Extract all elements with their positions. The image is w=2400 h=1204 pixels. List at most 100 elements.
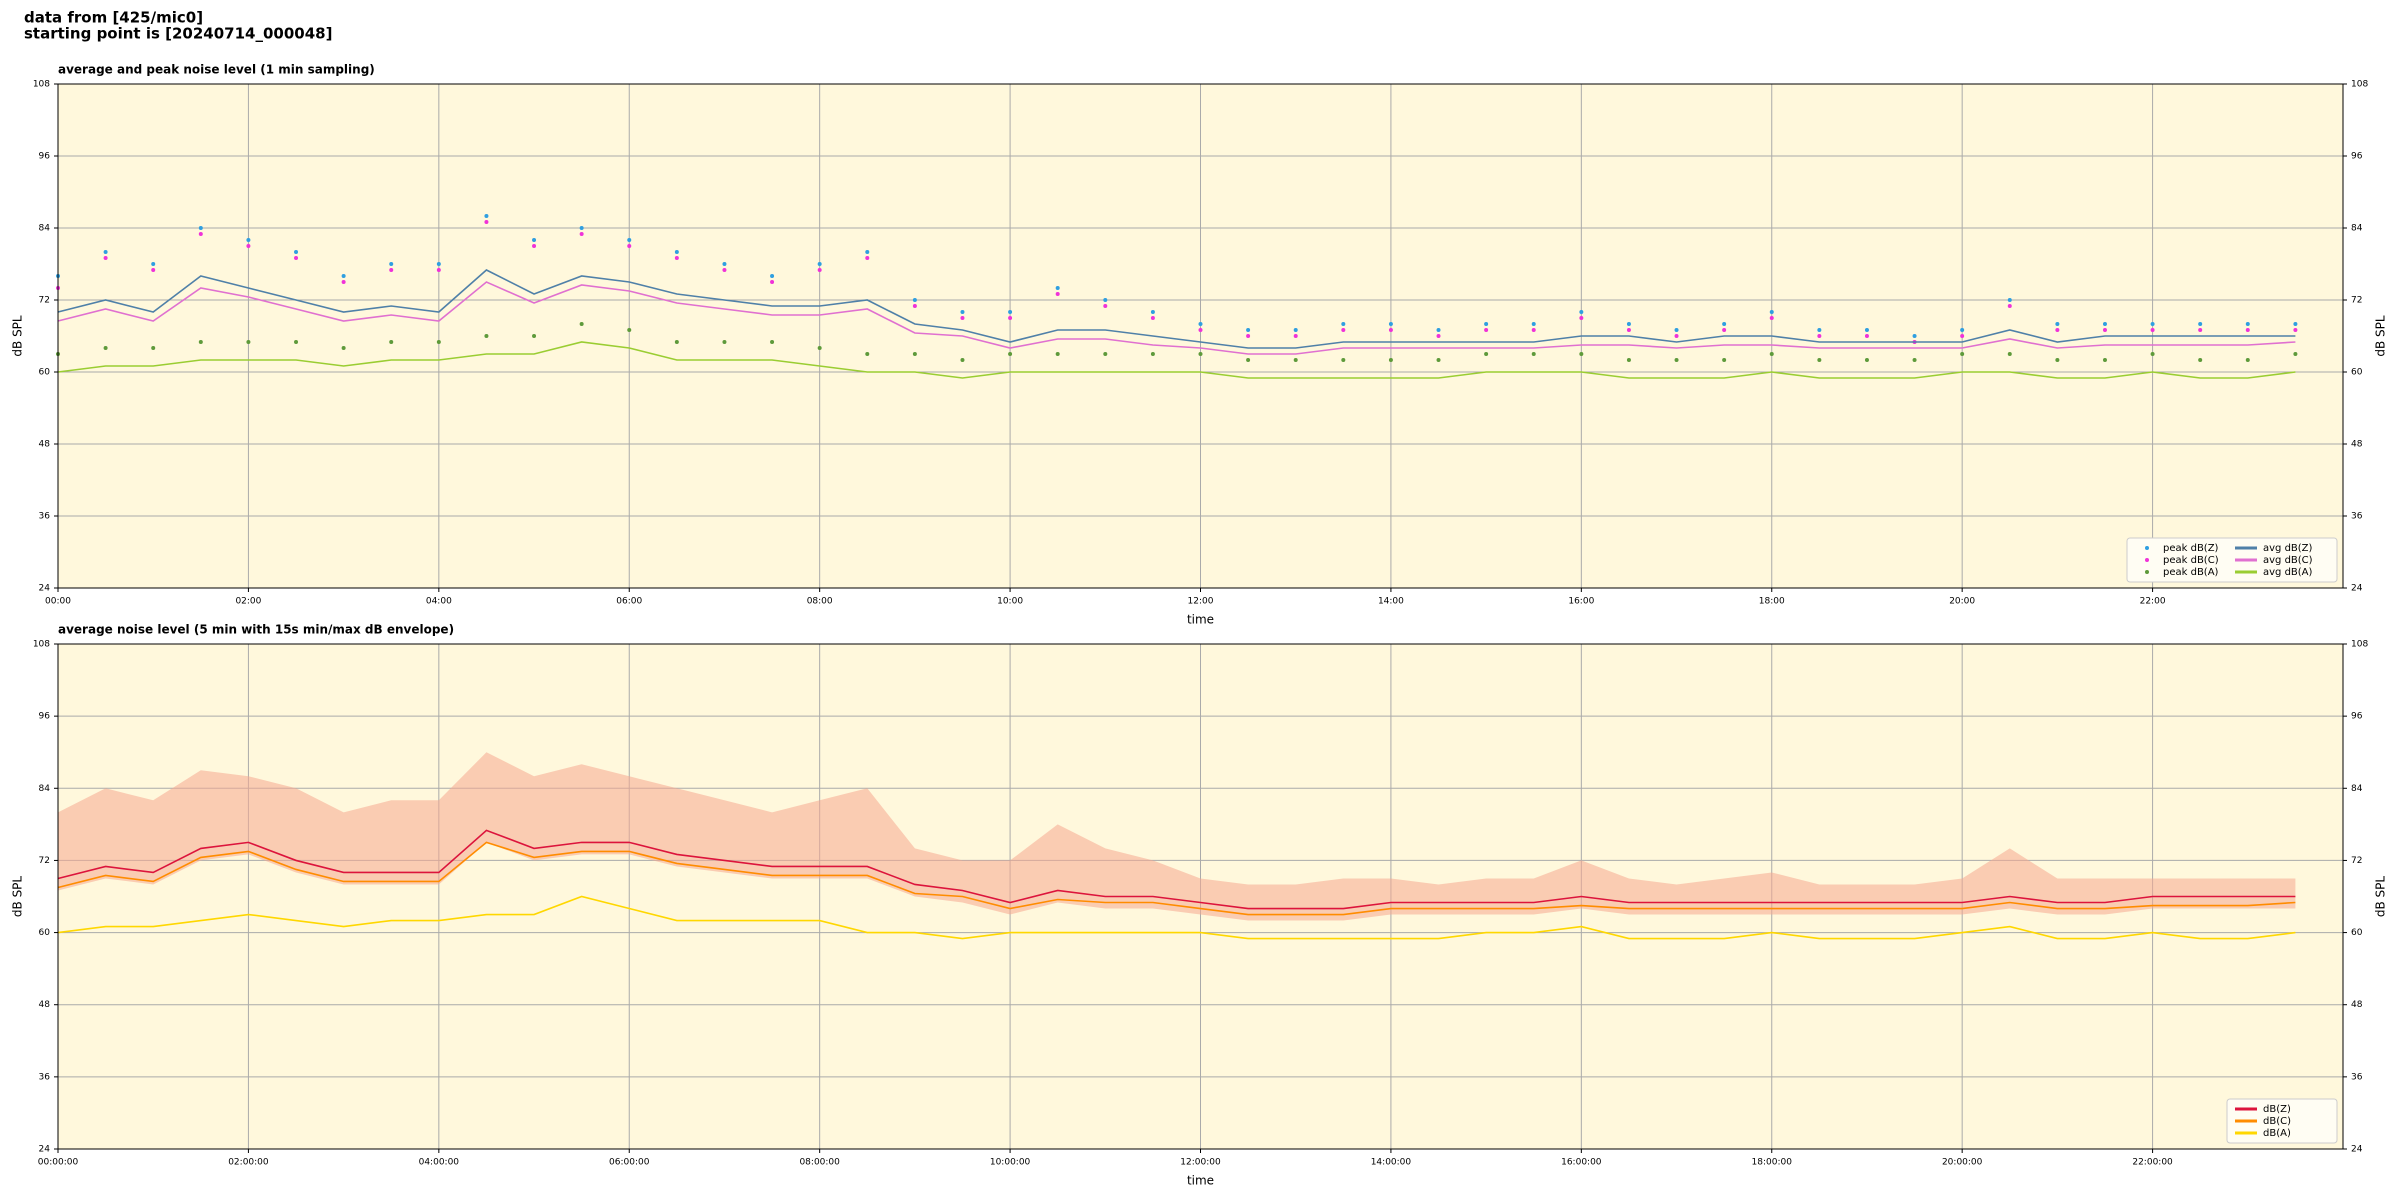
peak-point (674, 250, 679, 254)
peak-point (865, 352, 870, 356)
peak-point (722, 340, 727, 344)
peak-point (1008, 352, 1013, 356)
x-tick-label: 22:00:00 (2132, 1158, 2173, 1168)
peak-point (1579, 316, 1584, 320)
peak-point (1864, 334, 1869, 338)
peak-point (2198, 328, 2203, 332)
peak-point (817, 346, 822, 350)
peak-point (484, 334, 489, 338)
legend-marker (2145, 570, 2149, 574)
peak-point (151, 262, 156, 266)
x-tick-label: 22:00 (2140, 597, 2166, 607)
x-tick-label: 08:00:00 (799, 1158, 840, 1168)
y-tick-label: 60 (39, 928, 51, 938)
peak-point (960, 310, 965, 314)
y-tick-label: 84 (2351, 784, 2363, 794)
peak-point (1103, 304, 1108, 308)
peak-point (198, 226, 203, 230)
peak-point (1484, 322, 1489, 326)
peak-point (912, 304, 917, 308)
legend-label: avg dB(A) (2263, 567, 2313, 578)
y-tick-label: 96 (39, 712, 51, 722)
peak-point (532, 334, 537, 338)
x-tick-label: 04:00 (426, 597, 452, 607)
peak-point (2293, 322, 2298, 326)
peak-point (1150, 352, 1155, 356)
y-tick-label: 24 (39, 584, 51, 594)
peak-point (1960, 328, 1965, 332)
series-line (57, 281, 2296, 355)
peak-point (722, 262, 727, 266)
peak-point (912, 352, 917, 356)
peak-point (294, 250, 299, 254)
peak-point (1769, 310, 1774, 314)
x-tick-label: 10:00 (997, 597, 1023, 607)
series-line (57, 341, 2296, 379)
legend-label: dB(C) (2263, 1116, 2291, 1127)
peak-point (246, 238, 251, 242)
peak-point (1722, 322, 1727, 326)
x-tick-label: 00:00 (45, 597, 71, 607)
plot-frame (57, 643, 2344, 1150)
peak-point (960, 358, 965, 362)
x-tick-label: 06:00:00 (609, 1158, 650, 1168)
peak-point (1722, 328, 1727, 332)
peak-point (817, 268, 822, 272)
y-tick-label: 24 (2351, 1145, 2363, 1155)
peak-point (1388, 328, 1393, 332)
peak-point (579, 322, 584, 326)
peak-point (1436, 358, 1441, 362)
y-tick-label: 96 (2351, 712, 2363, 722)
peak-point (1293, 358, 1298, 362)
peak-point (246, 340, 251, 344)
peak-point (103, 256, 108, 260)
y-tick-label: 60 (2351, 368, 2363, 378)
peak-point (1198, 352, 1203, 356)
peak-point (1960, 352, 1965, 356)
y-tick-label: 24 (39, 1145, 51, 1155)
peak-point (2293, 352, 2298, 356)
peak-point (2150, 322, 2155, 326)
peak-point (2293, 328, 2298, 332)
peak-point (1626, 322, 1631, 326)
legend-label: avg dB(C) (2263, 555, 2313, 566)
header-line: data from [425/mic0] (24, 9, 203, 27)
peak-point (865, 250, 870, 254)
legend-label: dB(Z) (2263, 1104, 2291, 1115)
y-tick-label: 24 (2351, 584, 2363, 594)
peak-point (1103, 352, 1108, 356)
y-tick-label: 84 (2351, 224, 2363, 234)
peak-point (627, 244, 632, 248)
peak-point (2150, 352, 2155, 356)
peak-point (1341, 328, 1346, 332)
peak-point (1388, 322, 1393, 326)
legend-label: peak dB(Z) (2163, 543, 2219, 554)
peak-point (1674, 334, 1679, 338)
peak-point (1722, 358, 1727, 362)
y-tick-label: 72 (39, 856, 50, 866)
peak-point (1436, 328, 1441, 332)
peak-point (484, 220, 489, 224)
peak-point (1150, 310, 1155, 314)
y-tick-label: 48 (39, 440, 51, 450)
peak-point (1817, 334, 1822, 338)
y-tick-label: 96 (39, 152, 51, 162)
y-tick-label: 96 (2351, 152, 2363, 162)
peak-point (151, 346, 156, 350)
peak-point (1436, 334, 1441, 338)
peak-point (627, 328, 632, 332)
peak-point (1484, 352, 1489, 356)
peak-point (1246, 334, 1251, 338)
peak-point (1912, 358, 1917, 362)
peak-point (674, 340, 679, 344)
x-tick-label: 04:00:00 (419, 1158, 460, 1168)
x-tick-label: 06:00 (616, 597, 642, 607)
peak-point (1293, 334, 1298, 338)
x-tick-label: 18:00:00 (1752, 1158, 1793, 1168)
peak-point (1817, 328, 1822, 332)
peak-point (1103, 298, 1108, 302)
peak-point (770, 274, 775, 278)
x-axis-label: time (1187, 1174, 1214, 1188)
y-tick-label: 72 (39, 296, 50, 306)
